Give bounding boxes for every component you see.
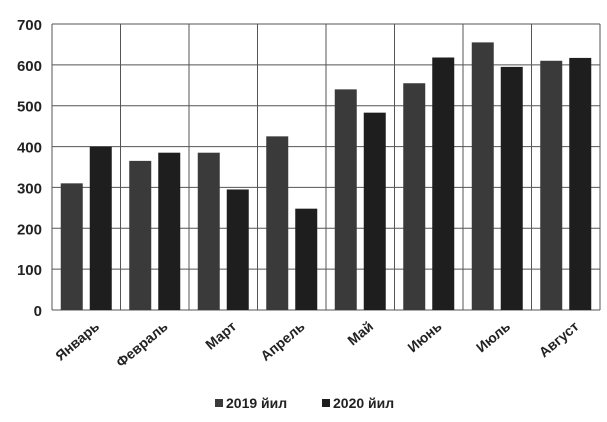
x-tick-label: Апрель [257,318,308,364]
x-tick-label: Май [344,318,376,348]
y-tick-label: 0 [34,303,42,320]
legend-swatch [322,399,330,407]
legend-label: 2020 йил [333,395,394,411]
bar-series-1 [334,89,357,310]
bar-series-1 [129,160,152,310]
bar-series-2 [158,152,181,310]
x-tick-label: Июнь [404,318,445,356]
bar-series-1 [540,60,563,311]
x-tick-label: Январь [52,318,102,364]
legend: 2019 йил 2020 йил [215,395,394,411]
y-tick-label: 300 [17,180,42,197]
bar-series-2 [432,57,455,311]
y-tick-label: 100 [17,262,42,279]
x-tick-label: Февраль [113,318,171,370]
bar-series-2 [569,57,592,310]
bar-series-1 [471,42,494,311]
bar-series-2 [363,112,386,310]
y-tick-label: 400 [17,140,42,157]
bar-series-2 [295,208,318,310]
bar-series-2 [500,66,523,311]
bar-series-2 [89,146,112,310]
x-tick-label: Август [536,318,582,360]
legend-swatch [215,399,223,407]
bar-series-1 [197,152,220,310]
bar-series-2 [226,189,249,310]
y-tick-label: 200 [17,221,42,238]
x-tick-label: Июль [473,318,514,356]
bars [60,42,592,311]
y-tick-label: 600 [17,58,42,75]
y-axis-tick-labels: 0 100 200 300 400 500 600 700 [17,17,42,320]
x-tick-label: Март [202,318,239,353]
bar-series-1 [266,136,289,310]
y-tick-label: 500 [17,99,42,116]
bar-series-1 [403,83,426,310]
y-tick-label: 700 [17,17,42,34]
x-axis-tick-labels: Январь Февраль Март Апрель Май Июнь Июль Август [52,318,582,370]
legend-label: 2019 йил [226,395,287,411]
bar-series-1 [60,183,83,310]
